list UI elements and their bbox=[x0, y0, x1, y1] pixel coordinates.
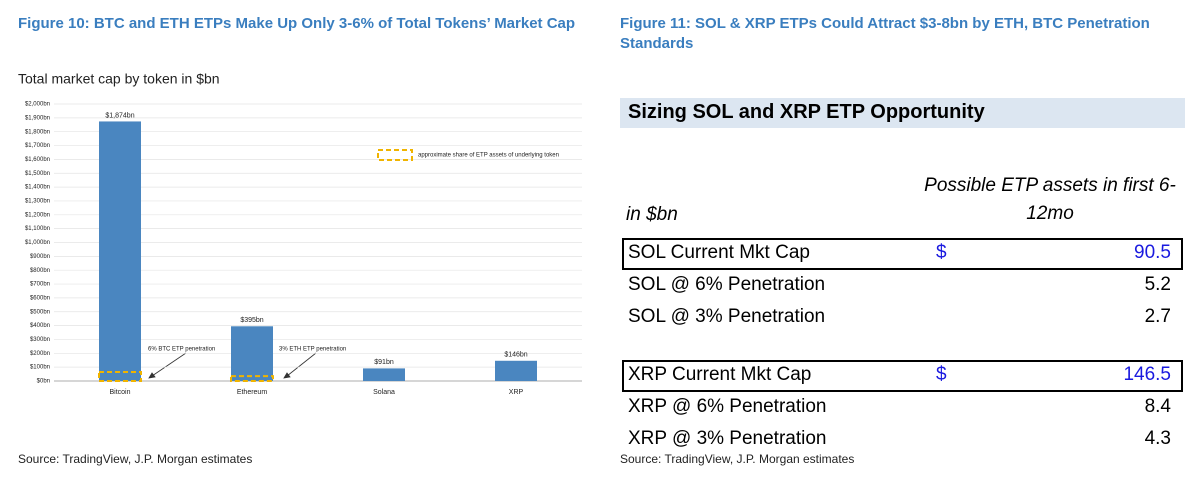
row-value: 2.7 bbox=[1144, 306, 1171, 327]
table-row: XRP @ 3% Penetration 4.3 bbox=[622, 424, 1183, 456]
column-header: Possible ETP assets in first 6-12mo bbox=[924, 175, 1176, 224]
row-label: XRP @ 3% Penetration bbox=[628, 428, 827, 449]
data-label: $395bn bbox=[240, 317, 263, 324]
annotation: 6% BTC ETP penetration bbox=[148, 347, 215, 353]
row-label: XRP @ 6% Penetration bbox=[628, 396, 827, 417]
data-label: $146bn bbox=[504, 352, 527, 359]
y-tick-label: $1,200bn bbox=[25, 212, 50, 218]
y-tick-label: $2,000bn bbox=[25, 102, 50, 108]
bar bbox=[495, 360, 537, 381]
y-tick-label: $1,800bn bbox=[25, 129, 50, 135]
chart-subtitle: Total market cap by token in $bn bbox=[18, 71, 220, 87]
row-value: 8.4 bbox=[1144, 396, 1171, 417]
spacer bbox=[620, 334, 1185, 360]
bar bbox=[363, 368, 405, 381]
y-tick-label: $900bn bbox=[30, 254, 50, 260]
data-label: $91bn bbox=[374, 359, 394, 366]
x-tick-label: XRP bbox=[509, 389, 524, 396]
bar bbox=[231, 326, 273, 381]
table-row: SOL @ 3% Penetration 2.7 bbox=[622, 302, 1183, 334]
figure-title: Figure 10: BTC and ETH ETPs Make Up Only… bbox=[18, 15, 576, 32]
row-label: SOL @ 3% Penetration bbox=[628, 306, 826, 327]
annotation: 3% ETH ETP penetration bbox=[279, 347, 346, 353]
row-value: 5.2 bbox=[1144, 274, 1171, 295]
y-tick-label: $800bn bbox=[30, 268, 50, 274]
y-tick-label: $100bn bbox=[30, 365, 50, 371]
etp-share-box bbox=[98, 370, 142, 382]
currency: $ bbox=[936, 242, 947, 263]
unit: in $bn bbox=[626, 204, 678, 225]
legend-label: approximate share of ETP assets of under… bbox=[418, 153, 559, 159]
y-tick-label: $600bn bbox=[30, 295, 50, 301]
y-tick-label: $200bn bbox=[30, 351, 50, 357]
y-tick-label: $300bn bbox=[30, 337, 50, 343]
y-tick-label: $400bn bbox=[30, 323, 50, 329]
y-tick-label: $1,000bn bbox=[25, 240, 50, 246]
y-tick-label: $1,400bn bbox=[25, 185, 50, 191]
y-tick-label: $500bn bbox=[30, 309, 50, 315]
table-body: SOL Current Mkt Cap $90.5 SOL @ 6% Penetra… bbox=[620, 238, 1185, 456]
y-tick-label: $1,600bn bbox=[25, 157, 50, 163]
y-tick-label: $700bn bbox=[30, 282, 50, 288]
data-label: $1,874bn bbox=[105, 112, 134, 119]
y-tick-label: $1,900bn bbox=[25, 115, 50, 121]
etp-share-box bbox=[230, 375, 274, 382]
table-header: in $bn Possible ETP assets in first 6-12… bbox=[620, 128, 1185, 238]
chart: Total market cap by token in $bn $0bn $10… bbox=[18, 71, 582, 396]
source: Source: TradingView, J.P. Morgan estimat… bbox=[620, 452, 855, 466]
y-tick-label: $1,700bn bbox=[25, 143, 50, 149]
table-row: SOL @ 6% Penetration 5.2 bbox=[622, 270, 1183, 302]
table-row: SOL Current Mkt Cap $90.5 bbox=[622, 238, 1183, 270]
row-value: 4.3 bbox=[1144, 428, 1171, 449]
y-tick-label: $1,500bn bbox=[25, 171, 50, 177]
row-value: 90.5 bbox=[1134, 242, 1171, 263]
row-value: 146.5 bbox=[1123, 364, 1171, 385]
row-label: XRP Current Mkt Cap bbox=[628, 364, 812, 385]
y-tick-label: $0bn bbox=[37, 379, 50, 385]
row-label: SOL Current Mkt Cap bbox=[628, 242, 810, 263]
annotation-arrows bbox=[148, 352, 317, 379]
table-row: XRP Current Mkt Cap $146.5 bbox=[622, 360, 1183, 392]
table-row: XRP @ 6% Penetration 8.4 bbox=[622, 392, 1183, 424]
y-tick-label: $1,300bn bbox=[25, 199, 50, 205]
x-tick-label: Bitcoin bbox=[109, 389, 130, 396]
legend-swatch bbox=[377, 149, 413, 161]
currency: $ bbox=[936, 364, 947, 385]
bar bbox=[99, 121, 141, 382]
source: Source: TradingView, J.P. Morgan estimat… bbox=[18, 452, 253, 466]
row-label: SOL @ 6% Penetration bbox=[628, 274, 826, 295]
table: Sizing SOL and XRP ETP Opportunity in $b… bbox=[620, 98, 1185, 456]
y-tick-label: $1,100bn bbox=[25, 226, 50, 232]
x-tick-label: Solana bbox=[373, 389, 395, 396]
x-tick-label: Ethereum bbox=[237, 389, 268, 396]
figure-title: Figure 11: SOL & XRP ETPs Could Attract … bbox=[620, 15, 1150, 52]
table-title: Sizing SOL and XRP ETP Opportunity bbox=[620, 98, 1185, 128]
